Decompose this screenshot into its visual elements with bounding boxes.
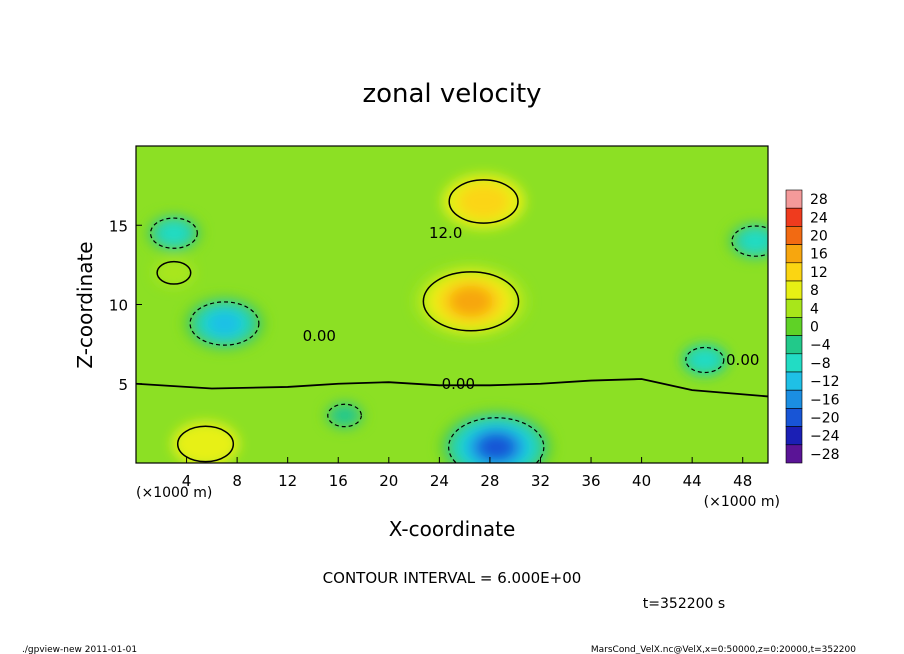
y-tick-label: 5 — [118, 376, 128, 394]
color-field — [145, 174, 768, 463]
color-blob-min — [688, 347, 722, 372]
colorbar-label: −28 — [810, 447, 840, 463]
x-axis-unit-left: (×1000 m) — [136, 485, 212, 501]
colorbar-label: −24 — [810, 429, 840, 445]
colorbar-label: 24 — [810, 210, 828, 226]
x-axis-label: X-coordinate — [389, 517, 516, 541]
y-tick-label: 15 — [109, 217, 128, 235]
footer-right: MarsCond_VelX.nc@VelX,x=0:50000,z=0:2000… — [591, 645, 856, 654]
colorbar: 28 24 20 16 12 8 4 0 −4 −8 −12 −16 −20 −24 −28 — [785, 189, 840, 464]
color-blob-min — [157, 221, 190, 245]
colorbar-label: 16 — [810, 247, 828, 263]
contour-label: 0.00 — [726, 351, 759, 369]
color-blob-min — [739, 229, 768, 253]
colorbar-label: 8 — [810, 283, 819, 299]
contour-line — [448, 417, 545, 463]
color-blob-max — [458, 183, 510, 220]
zero-contour — [135, 378, 769, 398]
colorbar-swatch — [785, 444, 803, 464]
colorbar-label: −4 — [810, 338, 831, 354]
contour-line — [685, 346, 725, 374]
contour-label: 0.00 — [442, 375, 475, 393]
color-blob-min — [329, 404, 360, 427]
x-tick-label: 12 — [278, 472, 297, 490]
colorbar-label: 20 — [810, 229, 828, 245]
colorbar-swatch — [785, 408, 803, 427]
contour-label: 12.0 — [429, 224, 462, 242]
colorbar-swatch — [785, 371, 803, 391]
x-tick-label: 4 — [182, 472, 192, 490]
colorbar-swatch — [785, 389, 803, 409]
contour-label: 0.00 — [303, 327, 336, 345]
colorbar-swatch — [785, 353, 803, 373]
x-tick-label: 24 — [430, 472, 449, 490]
x-tick-label: 32 — [531, 472, 550, 490]
contour-line — [189, 301, 260, 346]
contour-line — [176, 425, 235, 463]
colorbar-swatch — [785, 244, 803, 264]
colorbar-swatch — [785, 189, 803, 209]
contour-line — [422, 271, 520, 332]
x-tick-label: 44 — [683, 472, 702, 490]
colorbar-swatch — [785, 298, 803, 318]
colorbar-label: −12 — [810, 374, 840, 390]
contour-lines: 12.0 0.00 0.00 0.00 — [135, 179, 769, 463]
colorbar-swatch — [785, 317, 803, 336]
x-tick-label: 20 — [379, 472, 398, 490]
contour-line — [149, 217, 198, 249]
colorbar-label: 0 — [810, 320, 819, 336]
color-blob-min — [206, 310, 243, 337]
colorbar-swatch — [785, 262, 803, 282]
x-axis-unit-right: (×1000 m) — [704, 494, 780, 510]
contour-line — [327, 403, 362, 428]
footer-left: ./gpview-new 2011-01-01 — [22, 645, 137, 654]
x-tick-label: 16 — [329, 472, 348, 490]
colorbar-label: 12 — [810, 265, 828, 281]
x-tick-label: 28 — [480, 472, 499, 490]
colorbar-swatch — [785, 207, 803, 227]
colorbar-swatch — [785, 335, 803, 355]
x-tick-label: 40 — [632, 472, 651, 490]
plot-area: 12.00.000.000.00 4 8 12 16 20 24 28 32 36 40 44 48 … — [73, 145, 780, 541]
x-tick-label: 36 — [581, 472, 600, 490]
y-tick-label: 10 — [109, 297, 128, 315]
color-blob-min — [478, 434, 515, 460]
y-axis-ticks: 5 10 15 — [109, 217, 142, 394]
colorbar-swatch — [785, 280, 803, 300]
colorbar-label: 4 — [810, 301, 819, 317]
colorbar-label: 28 — [810, 192, 828, 208]
y-axis-label: Z-coordinate — [73, 241, 97, 368]
x-tick-label: 8 — [232, 472, 242, 490]
contour-line — [448, 179, 519, 224]
colorbar-swatch — [785, 426, 803, 446]
x-tick-label: 48 — [733, 472, 752, 490]
color-blob-max — [153, 258, 195, 288]
color-blob-max — [449, 286, 493, 317]
contour-interval-text: CONTOUR INTERVAL = 6.000E+00 — [323, 569, 582, 587]
contour-line — [731, 225, 768, 257]
colorbar-label: −8 — [810, 356, 831, 372]
colorbar-swatch — [785, 226, 803, 245]
chart-title: zonal velocity — [362, 79, 541, 109]
time-label: t=352200 s — [643, 596, 725, 612]
contour-line — [156, 260, 192, 285]
colorbar-label: −16 — [810, 392, 840, 408]
x-axis-ticks: 4 8 12 16 20 24 28 32 36 40 44 48 — [182, 457, 752, 490]
color-blob-max — [172, 421, 239, 463]
colorbar-label: −20 — [810, 411, 840, 427]
